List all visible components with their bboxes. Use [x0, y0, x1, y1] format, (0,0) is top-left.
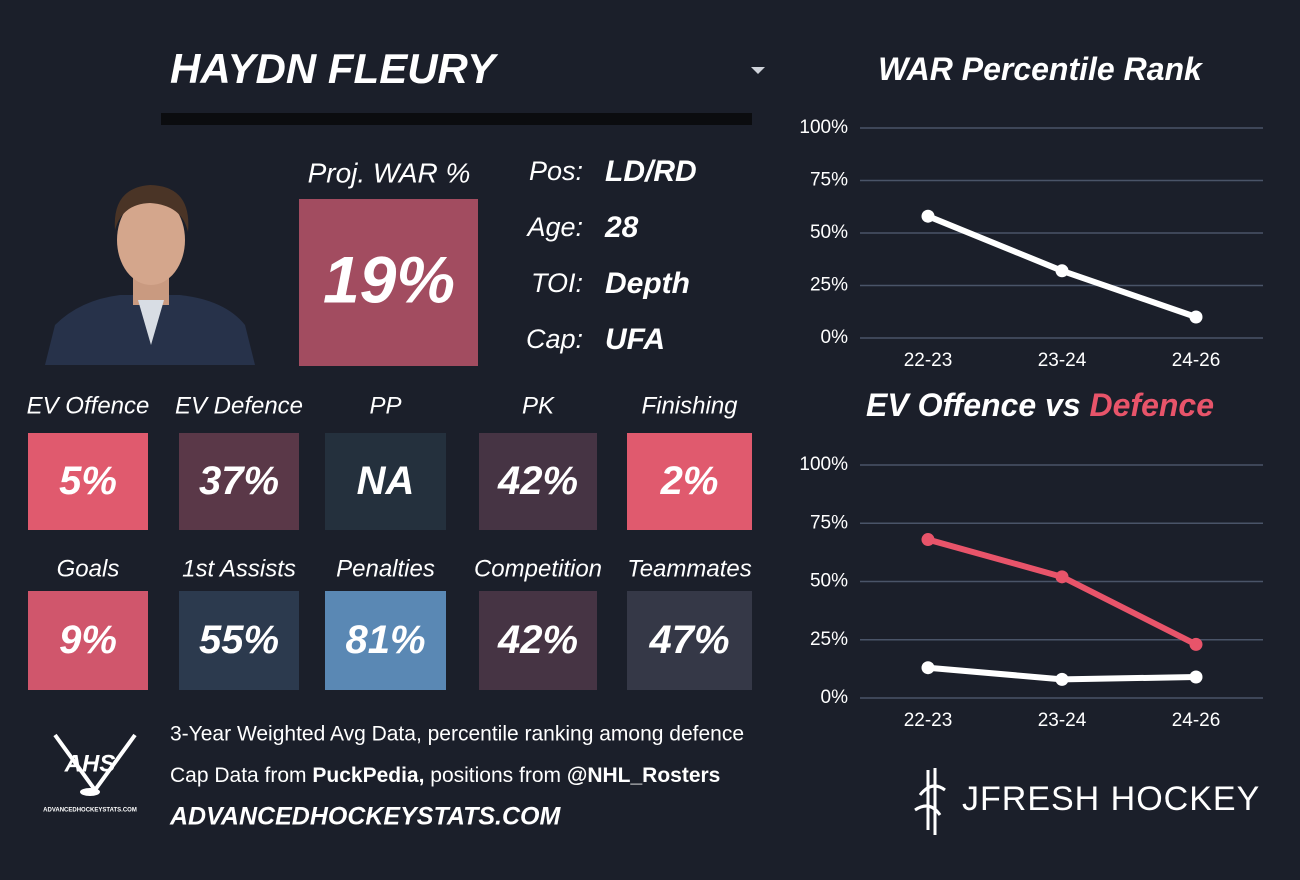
tile-label: Finishing: [641, 392, 738, 419]
tile-value: 55%: [199, 618, 279, 662]
tile-box: [627, 433, 752, 530]
tile-box: [325, 591, 446, 690]
player-name: HAYDN FLEURY: [170, 45, 499, 92]
proj-war-box: [299, 199, 478, 366]
player-photo: [45, 185, 255, 365]
chart-title-part: Defence: [1090, 387, 1215, 423]
jfresh-logo: [914, 768, 946, 835]
series-point: [1189, 670, 1203, 684]
y-tick-label: 0%: [821, 327, 849, 348]
chart-title: EV Offence vs Defence: [866, 387, 1214, 423]
tile-box: [28, 433, 148, 530]
info-value: Depth: [605, 267, 690, 300]
tile-box: [627, 591, 752, 690]
y-tick-label: 100%: [799, 454, 848, 475]
footer-note: 3-Year Weighted Avg Data, percentile ran…: [170, 723, 744, 746]
ahs-logo: AHS ADVANCEDHOCKEYSTATS.COM: [43, 733, 137, 814]
tile-box: [479, 433, 597, 530]
proj-war-label: Proj. WAR %: [308, 157, 471, 188]
chart-title: WAR Percentile Rank: [878, 51, 1204, 87]
y-tick-label: 0%: [821, 687, 849, 708]
info-label: Age:: [525, 212, 583, 242]
footer-credits: Cap Data from PuckPedia, positions from …: [170, 764, 720, 787]
brand: JFRESH HOCKEY: [962, 780, 1260, 818]
y-tick-label: 25%: [810, 275, 848, 296]
logo-text: AHS: [64, 750, 116, 777]
x-tick-label: 22-23: [904, 710, 953, 731]
tile-box: [179, 591, 299, 690]
dropdown-arrow[interactable]: [751, 67, 765, 74]
tile-value: 42%: [497, 459, 578, 503]
chart-title-part: WAR Percentile Rank: [878, 51, 1204, 87]
series-point: [1189, 310, 1203, 324]
credit-text: positions from: [424, 764, 566, 787]
info-value: UFA: [605, 323, 665, 356]
credit-text: Cap Data from: [170, 764, 312, 787]
series-point: [1055, 570, 1069, 584]
x-tick-label: 23-24: [1038, 710, 1087, 731]
y-tick-label: 100%: [799, 117, 848, 138]
tile-label: Teammates: [627, 555, 752, 582]
info-value: 28: [604, 211, 639, 244]
tile-value: 37%: [199, 459, 279, 503]
info-label: Cap:: [526, 324, 583, 354]
tile-value: 47%: [648, 618, 729, 662]
tile-box: [179, 433, 299, 530]
tile-label: PP: [369, 392, 401, 419]
series-point: [1055, 672, 1069, 686]
series-point: [921, 209, 935, 223]
tile-value: 81%: [345, 618, 425, 662]
tile-value: 5%: [59, 459, 117, 503]
x-tick-label: 23-24: [1038, 350, 1087, 371]
series-point: [921, 533, 935, 547]
tile-box: [325, 433, 446, 530]
y-tick-label: 50%: [810, 571, 848, 592]
y-tick-label: 25%: [810, 629, 848, 650]
tile-label: 1st Assists: [182, 555, 296, 582]
tile-value: NA: [357, 459, 415, 503]
info-label: Pos:: [529, 156, 583, 186]
series-point: [1055, 264, 1069, 278]
x-tick-label: 24-26: [1172, 710, 1221, 731]
tile-label: EV Defence: [175, 392, 303, 419]
series-point: [921, 661, 935, 675]
tile-value: 2%: [660, 459, 719, 503]
tile-label: EV Offence: [27, 392, 150, 419]
chart-title-part: EV Offence vs: [866, 387, 1090, 423]
tile-value: 42%: [497, 618, 578, 662]
tile-label: PK: [522, 392, 555, 419]
y-tick-label: 50%: [810, 222, 848, 243]
tile-box: [28, 591, 148, 690]
credit-source: @NHL_Rosters: [567, 764, 721, 787]
tile-label: Penalties: [336, 555, 435, 582]
tile-box: [479, 591, 597, 690]
name-underline: [161, 113, 752, 125]
y-tick-label: 75%: [810, 512, 848, 533]
x-tick-label: 22-23: [904, 350, 953, 371]
proj-war-value: 19%: [323, 242, 455, 316]
y-tick-label: 75%: [810, 170, 848, 191]
tile-label: Goals: [57, 555, 120, 582]
x-tick-label: 24-26: [1172, 350, 1221, 371]
tile-value: 9%: [59, 618, 117, 662]
info-label: TOI:: [531, 268, 583, 298]
credit-source: PuckPedia,: [312, 764, 424, 787]
tile-label: Competition: [474, 555, 602, 582]
logo-subtext: ADVANCEDHOCKEYSTATS.COM: [43, 808, 137, 814]
info-value: LD/RD: [605, 155, 697, 188]
site-url: ADVANCEDHOCKEYSTATS.COM: [169, 803, 561, 831]
series-point: [1189, 637, 1203, 651]
